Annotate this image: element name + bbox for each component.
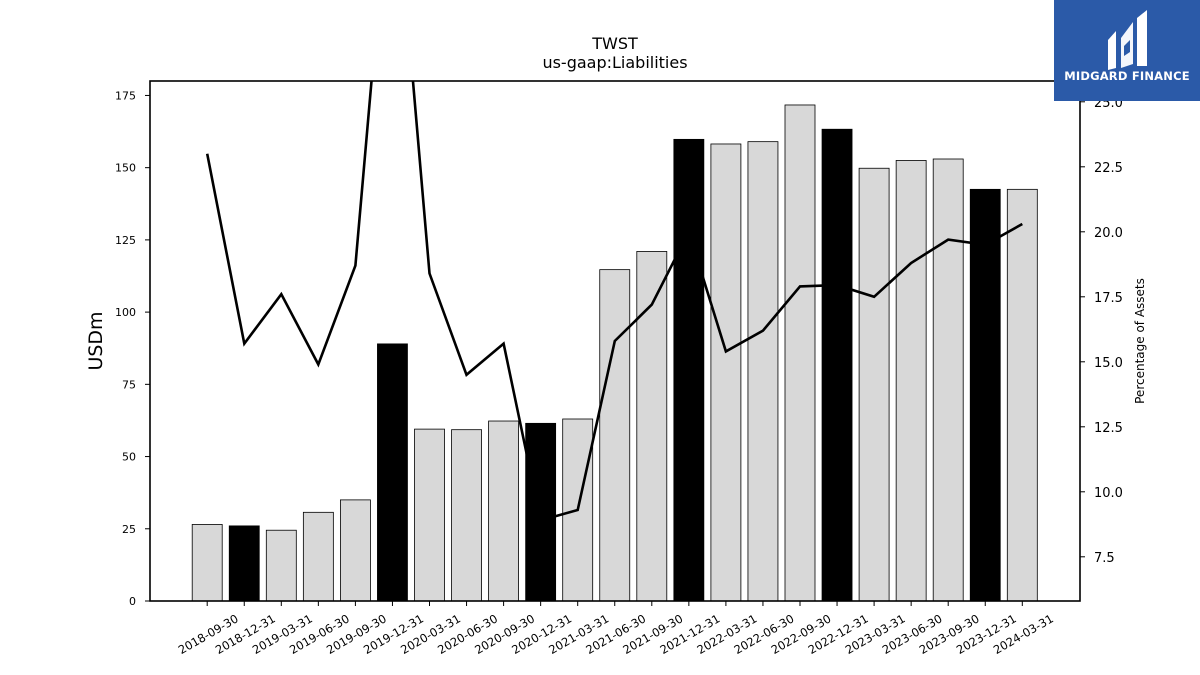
- bar-2022-03-31: [710, 143, 742, 602]
- bar-2020-06-30: [451, 429, 482, 602]
- y-tick-label: 25: [122, 523, 136, 536]
- y2-tick-label: 10.0: [1094, 486, 1123, 501]
- bar-2019-12-31: [377, 343, 408, 602]
- bar-2022-09-30: [784, 104, 816, 602]
- chart-subtitle: us-gaap:Liabilities: [542, 53, 687, 72]
- y2-axis-label: Percentage of Assets: [1133, 278, 1147, 404]
- y2-tick-label: 17.5: [1094, 291, 1123, 306]
- bar-2023-12-31: [969, 188, 1001, 602]
- y2-tick-label: 15.0: [1094, 356, 1123, 371]
- y-tick-label: 175: [115, 89, 136, 102]
- logo-text: MIDGARD FINANCE: [1064, 69, 1190, 83]
- y2-tick-label: 22.5: [1094, 161, 1123, 176]
- y-tick-label: 150: [115, 162, 136, 175]
- y-tick-label: 125: [115, 234, 136, 247]
- bar-2023-09-30: [932, 158, 964, 602]
- bar-2022-06-30: [747, 141, 779, 602]
- bar-2019-03-31: [265, 529, 297, 602]
- bar-2019-09-30: [339, 499, 371, 602]
- y-axis-label: USDm: [85, 311, 107, 370]
- bar-2020-12-31: [525, 422, 557, 602]
- y2-tick-label: 20.0: [1094, 226, 1123, 241]
- percentage-line: [205, 81, 1023, 523]
- bar-2021-06-30: [599, 269, 631, 602]
- bar-2020-03-31: [414, 428, 445, 602]
- y-tick-label: 0: [129, 595, 136, 608]
- y2-tick-label: 12.5: [1094, 421, 1123, 436]
- bar-2018-09-30: [191, 524, 223, 602]
- y2-tick-label: 7.5: [1094, 551, 1115, 566]
- bar-2022-12-31: [821, 128, 853, 602]
- y-tick-label: 75: [122, 378, 136, 391]
- bar-2021-09-30: [636, 251, 668, 602]
- bar-2024-03-31: [1006, 188, 1038, 602]
- bar-2021-12-31: [673, 138, 705, 602]
- line-series: [205, 81, 1023, 523]
- logo-mark-icon: [1108, 10, 1147, 70]
- midgard-finance-logo: MIDGARD FINANCE: [1054, 0, 1200, 101]
- bar-2023-06-30: [895, 160, 927, 602]
- bar-2020-09-30: [488, 420, 520, 602]
- bar-2023-03-31: [858, 167, 890, 602]
- y-tick-label: 50: [122, 451, 136, 464]
- bar-series: [191, 104, 1038, 602]
- bar-2018-12-31: [228, 525, 260, 602]
- bar-2019-06-30: [302, 511, 334, 602]
- chart-title: TWST: [591, 34, 638, 53]
- y-tick-label: 100: [115, 306, 136, 319]
